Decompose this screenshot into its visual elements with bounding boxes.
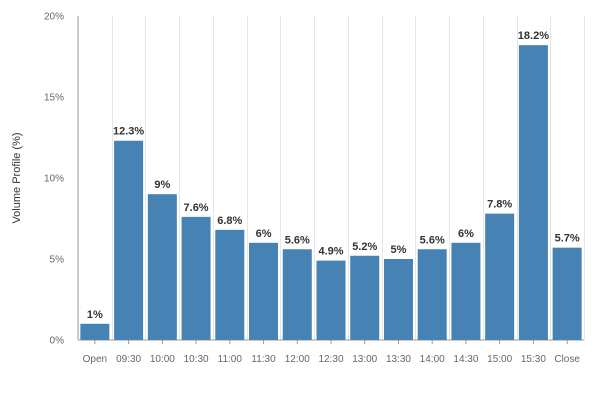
bar bbox=[552, 247, 582, 340]
x-tick-label: 10:30 bbox=[184, 354, 209, 365]
bar bbox=[451, 242, 481, 340]
data-label: 5.6% bbox=[420, 234, 445, 246]
x-tick-label: Close bbox=[554, 354, 580, 365]
x-tick-label: 12:00 bbox=[285, 354, 310, 365]
x-tick-label: 13:00 bbox=[352, 354, 377, 365]
bar bbox=[114, 140, 144, 340]
x-tick-label: Open bbox=[83, 354, 107, 365]
y-tick-label: 15% bbox=[44, 93, 64, 104]
x-tick-label: 11:00 bbox=[218, 354, 243, 365]
data-labels: 1% 12.3% 9% 7.6% 6.8% 6% 5.6% 4.9% 5.2% 5% 5.6% 6% 7… bbox=[87, 30, 580, 321]
bar bbox=[181, 216, 211, 340]
bars bbox=[80, 45, 582, 340]
bar bbox=[282, 249, 312, 340]
bar bbox=[383, 259, 413, 340]
bar bbox=[417, 249, 447, 340]
data-label: 6% bbox=[458, 228, 474, 240]
y-axis-title: Volume Profile (%) bbox=[11, 132, 23, 223]
data-label: 1% bbox=[87, 309, 103, 321]
bar bbox=[80, 323, 110, 340]
data-label: 4.9% bbox=[318, 246, 343, 258]
data-label: 5.6% bbox=[285, 234, 310, 246]
y-tick-label: 10% bbox=[44, 174, 64, 185]
y-tick-label: 20% bbox=[44, 12, 64, 23]
x-tick-label: 11:30 bbox=[251, 354, 276, 365]
y-tick-label: 0% bbox=[50, 336, 65, 347]
data-label: 12.3% bbox=[113, 126, 144, 138]
bar bbox=[316, 260, 346, 340]
bar bbox=[485, 213, 515, 340]
grid-lines bbox=[112, 16, 585, 340]
data-label: 6% bbox=[256, 228, 272, 240]
data-label: 7.8% bbox=[487, 199, 512, 211]
data-label: 5.7% bbox=[555, 233, 580, 245]
data-label: 9% bbox=[154, 179, 170, 191]
bar bbox=[147, 194, 177, 340]
bar bbox=[215, 229, 245, 340]
x-tick-label: 15:30 bbox=[521, 354, 546, 365]
y-tick-labels: 0% 5% 10% 15% 20% bbox=[44, 12, 64, 347]
y-tick-label: 5% bbox=[50, 255, 65, 266]
data-label: 18.2% bbox=[518, 30, 549, 42]
x-tick-label: 15:00 bbox=[487, 354, 512, 365]
x-tick-label: 14:30 bbox=[453, 354, 478, 365]
x-tick-label: 12:30 bbox=[318, 354, 343, 365]
data-label: 5% bbox=[391, 244, 407, 256]
bar bbox=[518, 45, 548, 340]
x-tick-labels: Open 09:30 10:00 10:30 11:00 11:30 12:00 12:30 1… bbox=[83, 340, 580, 365]
x-tick-label: 09:30 bbox=[116, 354, 141, 365]
data-label: 7.6% bbox=[184, 202, 209, 214]
x-tick-label: 14:00 bbox=[420, 354, 445, 365]
x-tick-label: 13:30 bbox=[386, 354, 411, 365]
bar bbox=[249, 242, 279, 340]
x-tick-label: 10:00 bbox=[150, 354, 175, 365]
data-label: 5.2% bbox=[352, 241, 377, 253]
bar bbox=[350, 255, 380, 340]
data-label: 6.8% bbox=[217, 215, 242, 227]
